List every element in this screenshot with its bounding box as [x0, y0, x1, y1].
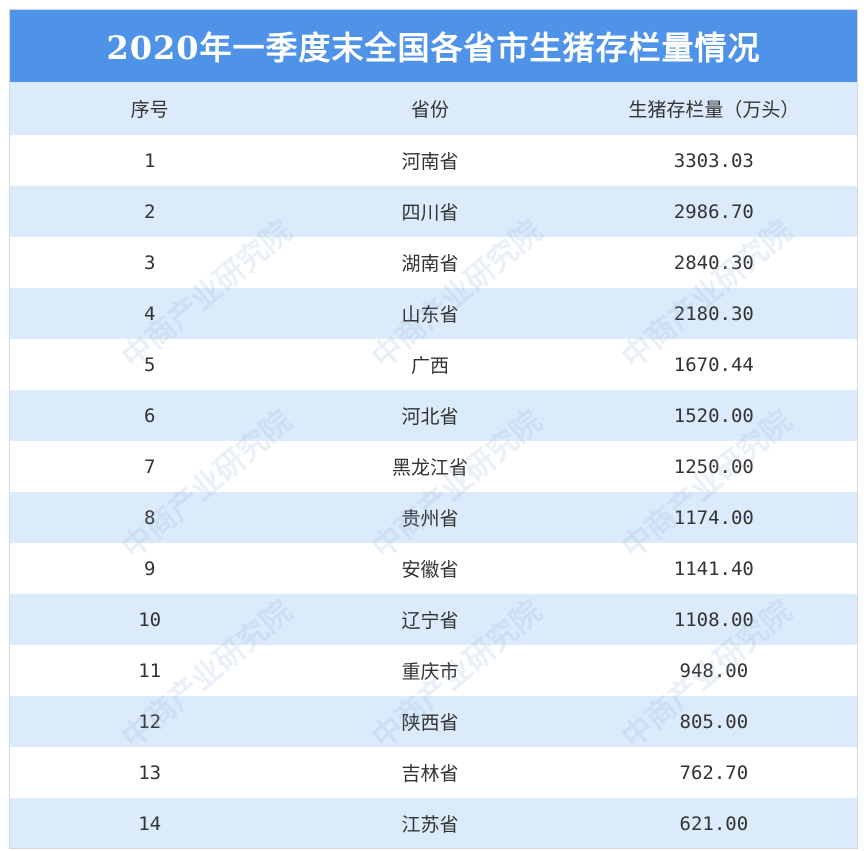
row-index: 6 — [143, 404, 156, 427]
table-header-row: 序号 省份 生猪存栏量（万头） — [10, 82, 857, 135]
row-value: 2840.30 — [673, 251, 754, 274]
row-index: 12 — [138, 710, 162, 733]
table-row: 2 四川省 2986.70 — [10, 186, 857, 237]
row-province: 辽宁省 — [401, 610, 459, 632]
table-row: 12 陕西省 805.00 — [10, 696, 857, 747]
table-row: 5 广西 1670.44 — [10, 339, 857, 390]
table-row: 8 贵州省 1174.00 — [10, 492, 857, 543]
row-province: 吉林省 — [401, 763, 459, 785]
row-index: 14 — [138, 812, 162, 835]
row-index: 11 — [138, 659, 162, 682]
row-value: 805.00 — [679, 710, 749, 733]
row-index: 9 — [143, 557, 156, 580]
row-province: 河北省 — [401, 406, 459, 428]
row-province: 江苏省 — [401, 814, 459, 836]
row-index: 5 — [143, 353, 156, 376]
table-row: 11 重庆市 948.00 — [10, 645, 857, 696]
row-value: 1250.00 — [673, 455, 754, 478]
row-index: 3 — [143, 251, 156, 274]
table-row: 10 辽宁省 1108.00 — [10, 594, 857, 645]
row-index: 4 — [143, 302, 156, 325]
table-row: 6 河北省 1520.00 — [10, 390, 857, 441]
row-value: 1520.00 — [673, 404, 754, 427]
row-value: 3303.03 — [673, 149, 754, 172]
row-value: 948.00 — [679, 659, 749, 682]
row-province: 重庆市 — [401, 661, 459, 683]
row-value: 1174.00 — [673, 506, 754, 529]
table-row: 13 吉林省 762.70 — [10, 747, 857, 798]
row-province: 河南省 — [401, 151, 459, 173]
row-province: 安徽省 — [401, 559, 459, 581]
row-index: 8 — [143, 506, 156, 529]
row-index: 1 — [143, 149, 156, 172]
table-row: 1 河南省 3303.03 — [10, 135, 857, 186]
row-province: 四川省 — [401, 202, 459, 224]
table-row: 14 江苏省 621.00 — [10, 798, 857, 848]
row-value: 2986.70 — [673, 200, 754, 223]
row-province: 陕西省 — [401, 712, 459, 734]
row-province: 山东省 — [401, 304, 459, 326]
row-index: 2 — [143, 200, 156, 223]
row-value: 1141.40 — [673, 557, 754, 580]
row-value: 762.70 — [679, 761, 749, 784]
header-value: 生猪存栏量（万头） — [628, 99, 800, 121]
table-row: 3 湖南省 2840.30 — [10, 237, 857, 288]
row-province: 黑龙江省 — [392, 457, 469, 479]
table-frame: 2020年一季度末全国各省市生猪存栏量情况 序号 省份 生猪存栏量（万头） 1 … — [9, 9, 858, 849]
row-value: 1670.44 — [673, 353, 754, 376]
row-index: 7 — [143, 455, 156, 478]
row-value: 2180.30 — [673, 302, 754, 325]
row-index: 10 — [138, 608, 162, 631]
row-province: 广西 — [411, 355, 450, 377]
table-title: 2020年一季度末全国各省市生猪存栏量情况 — [10, 10, 857, 82]
row-index: 13 — [138, 761, 162, 784]
table-row: 4 山东省 2180.30 — [10, 288, 857, 339]
row-province: 贵州省 — [401, 508, 459, 530]
table-row: 9 安徽省 1141.40 — [10, 543, 857, 594]
row-value: 1108.00 — [673, 608, 754, 631]
header-province: 省份 — [411, 99, 450, 121]
row-province: 湖南省 — [401, 253, 459, 275]
row-value: 621.00 — [679, 812, 749, 835]
header-index: 序号 — [130, 99, 169, 121]
table-row: 7 黑龙江省 1250.00 — [10, 441, 857, 492]
